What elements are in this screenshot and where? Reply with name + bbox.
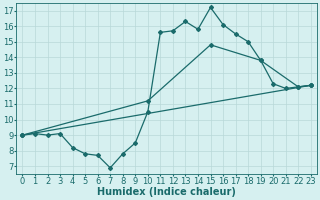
X-axis label: Humidex (Indice chaleur): Humidex (Indice chaleur) [97,187,236,197]
